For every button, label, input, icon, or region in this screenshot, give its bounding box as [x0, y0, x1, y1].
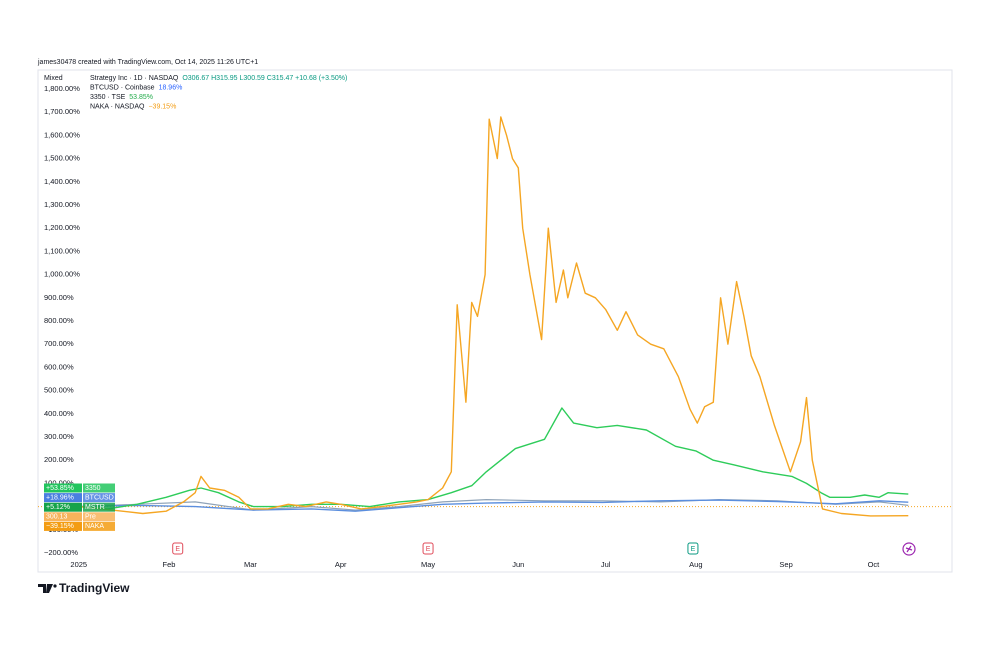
badge-name: 3350	[85, 485, 101, 492]
y-tick-label: 1,100.00%	[44, 246, 80, 255]
plot-frame	[37, 69, 953, 573]
x-tick-label: May	[421, 560, 435, 569]
badge-value-bg	[44, 521, 82, 531]
x-tick-label: Jul	[601, 560, 611, 569]
y-tick-label: 700.00%	[44, 339, 74, 348]
badge-value-bg	[44, 512, 82, 522]
y-tick-label: 1,400.00%	[44, 177, 80, 186]
x-tick-label: Jun	[512, 560, 524, 569]
legend-entry: 3350 · TSE 53.85%	[90, 94, 153, 101]
scale-mode: Mixed	[44, 75, 63, 82]
badge-value-bg	[44, 483, 82, 493]
y-tick-label: 1,200.00%	[44, 223, 80, 232]
x-tick-label: Oct	[868, 560, 881, 569]
legend-info: −39.15%	[148, 103, 176, 110]
y-tick-label: 1,000.00%	[44, 270, 80, 279]
badge-value: 300.13	[46, 514, 68, 521]
y-tick-label: 600.00%	[44, 362, 74, 371]
plot	[38, 116, 952, 517]
y-tick-label: 1,700.00%	[44, 107, 80, 116]
x-tick-label: Aug	[689, 560, 702, 569]
header: james30478 created with TradingView.com,…	[37, 59, 258, 66]
badge-name-bg	[83, 502, 115, 512]
y-tick-label: 200.00%	[44, 455, 74, 464]
badge-name-bg	[83, 493, 115, 503]
overlay: Mixed −200.00%−100.00%0.00%100.00%200.00…	[44, 75, 880, 569]
legend-info: 53.85%	[129, 94, 153, 101]
y-tick-label: −200.00%	[44, 548, 78, 557]
y-tick-label: 100.00%	[44, 478, 74, 487]
badge-name: BTCUSD	[85, 494, 114, 501]
legend-name: NAKA · NASDAQ	[90, 103, 145, 110]
series-line	[78, 407, 909, 510]
event-marker	[422, 542, 434, 555]
legend-entry: NAKA · NASDAQ −39.15%	[90, 103, 176, 110]
y-tick-label: 1,300.00%	[44, 200, 80, 209]
y-tick-label: 400.00%	[44, 409, 74, 418]
y-tick-label: 900.00%	[44, 293, 74, 302]
y-tick-label: 1,600.00%	[44, 130, 80, 139]
x-tick-label: Feb	[163, 560, 176, 569]
badge-value: −39.15%	[46, 523, 74, 530]
y-tick-label: 1,500.00%	[44, 154, 80, 163]
x-tick-label: Mar	[244, 560, 257, 569]
series-line	[78, 499, 909, 512]
legend-entry: Strategy Inc · 1D · NASDAQ O306.67 H315.9…	[90, 75, 347, 82]
x-tick-label: Sep	[779, 560, 792, 569]
event-marker	[687, 542, 699, 555]
x-tick-label: Apr	[335, 560, 347, 569]
legend-name: Strategy Inc · 1D · NASDAQ	[90, 75, 179, 82]
earnings-icon	[902, 542, 916, 556]
badge-name-bg	[83, 521, 115, 531]
event-label: E	[175, 546, 180, 553]
badge-name-bg	[83, 483, 115, 493]
event-marker	[172, 542, 184, 555]
legend-name: 3350 · TSE	[90, 94, 126, 101]
badge-value: +5.12%	[46, 504, 70, 511]
badge-name-bg	[83, 512, 115, 522]
y-tick-label: 300.00%	[44, 432, 74, 441]
y-tick-label: 500.00%	[44, 386, 74, 395]
badge-name: NAKA	[85, 523, 104, 530]
series-line	[78, 116, 909, 517]
legend-entry: BTCUSD · Coinbase 18.96%	[90, 84, 182, 91]
badge-value: +18.96%	[46, 494, 74, 501]
badge-value-bg	[44, 493, 82, 503]
y-tick-label: 1,800.00%	[44, 84, 80, 93]
badge-name: MSTR	[85, 504, 105, 511]
badge-value-bg	[44, 502, 82, 512]
x-tick-label: 2025	[70, 560, 87, 569]
legend-name: BTCUSD · Coinbase	[90, 84, 155, 91]
event-label: E	[426, 546, 431, 553]
legend-info: 18.96%	[159, 84, 183, 91]
brand-logo: TradingView	[38, 581, 130, 595]
legend-info: O306.67 H315.95 L300.59 C315.47 +10.68 (…	[182, 75, 347, 82]
y-tick-label: 800.00%	[44, 316, 74, 325]
brand: TradingView	[59, 581, 130, 595]
event-label: E	[691, 546, 696, 553]
badge-value: +53.85%	[46, 485, 74, 492]
badge-name: Pre	[85, 514, 96, 521]
